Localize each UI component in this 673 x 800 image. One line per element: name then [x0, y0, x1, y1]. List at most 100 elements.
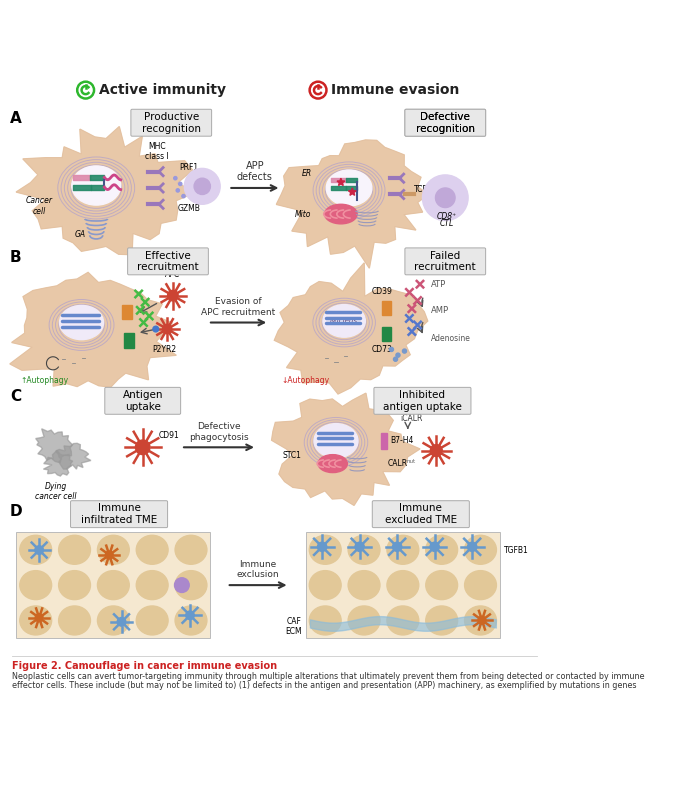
Ellipse shape — [387, 606, 419, 635]
FancyBboxPatch shape — [405, 110, 486, 136]
Ellipse shape — [464, 570, 497, 600]
Polygon shape — [16, 126, 197, 254]
Text: CTL: CTL — [439, 219, 454, 228]
Text: APP
defects: APP defects — [237, 161, 273, 182]
Ellipse shape — [175, 570, 207, 600]
Text: Evasion of
APC recruitment: Evasion of APC recruitment — [201, 298, 276, 317]
Ellipse shape — [136, 535, 168, 564]
Text: Defective
recognition: Defective recognition — [416, 112, 474, 134]
Circle shape — [430, 542, 439, 551]
Text: Nucleus: Nucleus — [330, 318, 358, 324]
Ellipse shape — [324, 204, 357, 224]
Ellipse shape — [387, 535, 419, 564]
Text: Productive
recognition: Productive recognition — [142, 112, 201, 134]
FancyBboxPatch shape — [128, 248, 209, 275]
Ellipse shape — [136, 606, 168, 635]
Circle shape — [318, 542, 327, 551]
Polygon shape — [277, 140, 428, 268]
Text: CD39: CD39 — [371, 287, 392, 297]
Circle shape — [312, 84, 324, 97]
Text: CD91: CD91 — [159, 430, 180, 439]
Ellipse shape — [20, 535, 52, 564]
Ellipse shape — [59, 570, 90, 600]
Ellipse shape — [348, 606, 380, 635]
Text: Effective
recruitment: Effective recruitment — [137, 250, 199, 272]
Ellipse shape — [59, 535, 90, 564]
Text: Dying
cancer cell: Dying cancer cell — [35, 482, 76, 501]
Text: GA: GA — [74, 230, 85, 239]
Text: ATP: ATP — [431, 280, 446, 289]
Circle shape — [79, 84, 92, 97]
Ellipse shape — [59, 306, 104, 340]
Circle shape — [186, 611, 194, 619]
Circle shape — [135, 440, 150, 454]
Ellipse shape — [464, 535, 497, 564]
Text: Antigen
uptake: Antigen uptake — [122, 390, 163, 412]
FancyBboxPatch shape — [71, 501, 168, 528]
Bar — [124, 333, 134, 348]
Ellipse shape — [59, 606, 90, 635]
Circle shape — [168, 290, 178, 301]
Text: TGFB1: TGFB1 — [504, 546, 529, 554]
Text: AMP: AMP — [431, 306, 449, 314]
Ellipse shape — [348, 535, 380, 564]
Ellipse shape — [314, 424, 358, 458]
FancyBboxPatch shape — [374, 387, 471, 414]
Circle shape — [35, 614, 43, 622]
Bar — [381, 433, 388, 449]
Ellipse shape — [426, 535, 458, 564]
Bar — [382, 326, 392, 342]
Ellipse shape — [310, 570, 341, 600]
Bar — [306, 532, 500, 638]
Text: CD8⁺: CD8⁺ — [437, 213, 457, 222]
Circle shape — [182, 194, 185, 198]
Circle shape — [394, 357, 398, 362]
Ellipse shape — [426, 606, 458, 635]
Circle shape — [117, 618, 126, 626]
Ellipse shape — [426, 570, 458, 600]
Ellipse shape — [20, 606, 52, 635]
Ellipse shape — [136, 570, 168, 600]
Polygon shape — [275, 263, 428, 394]
Text: GZMB: GZMB — [178, 204, 201, 213]
Text: Failed
recruitment: Failed recruitment — [415, 250, 476, 272]
Ellipse shape — [326, 170, 372, 206]
Text: Cancer
cell: Cancer cell — [26, 196, 52, 216]
Text: Immune
exclusion: Immune exclusion — [237, 560, 279, 579]
Ellipse shape — [323, 305, 365, 338]
Text: Neoplastic cells can avert tumor-targeting immunity through multiple alterations: Neoplastic cells can avert tumor-targeti… — [12, 671, 645, 681]
Ellipse shape — [464, 606, 497, 635]
Text: iCALR: iCALR — [400, 414, 423, 423]
Text: Immune
excluded TME: Immune excluded TME — [385, 503, 457, 525]
Text: ↓Autophagy: ↓Autophagy — [282, 375, 330, 385]
Ellipse shape — [98, 570, 129, 600]
Ellipse shape — [387, 570, 419, 600]
Circle shape — [178, 182, 182, 186]
Circle shape — [174, 578, 189, 593]
Circle shape — [468, 542, 476, 551]
FancyBboxPatch shape — [105, 387, 180, 414]
Ellipse shape — [175, 606, 207, 635]
Text: Active immunity: Active immunity — [99, 83, 225, 97]
Circle shape — [153, 326, 159, 332]
Text: Inhibited
antigen uptake: Inhibited antigen uptake — [383, 390, 462, 412]
Circle shape — [77, 81, 95, 99]
Polygon shape — [44, 450, 73, 476]
Circle shape — [430, 445, 442, 457]
Text: ER: ER — [302, 169, 312, 178]
Ellipse shape — [310, 535, 341, 564]
Text: Defective
recognition: Defective recognition — [416, 112, 474, 134]
Circle shape — [105, 551, 113, 559]
Ellipse shape — [72, 166, 120, 205]
Text: PRF1: PRF1 — [180, 163, 199, 172]
Text: ↑Autophagy: ↑Autophagy — [21, 375, 69, 385]
Text: B: B — [10, 250, 22, 265]
Text: Immune
infiltrated TME: Immune infiltrated TME — [81, 503, 157, 525]
Text: C: C — [10, 390, 21, 404]
Text: Defective
phagocytosis: Defective phagocytosis — [189, 422, 249, 442]
Circle shape — [184, 168, 220, 204]
FancyBboxPatch shape — [131, 110, 211, 136]
Text: B7-H4: B7-H4 — [390, 436, 413, 446]
FancyBboxPatch shape — [405, 110, 486, 136]
Ellipse shape — [20, 570, 52, 600]
